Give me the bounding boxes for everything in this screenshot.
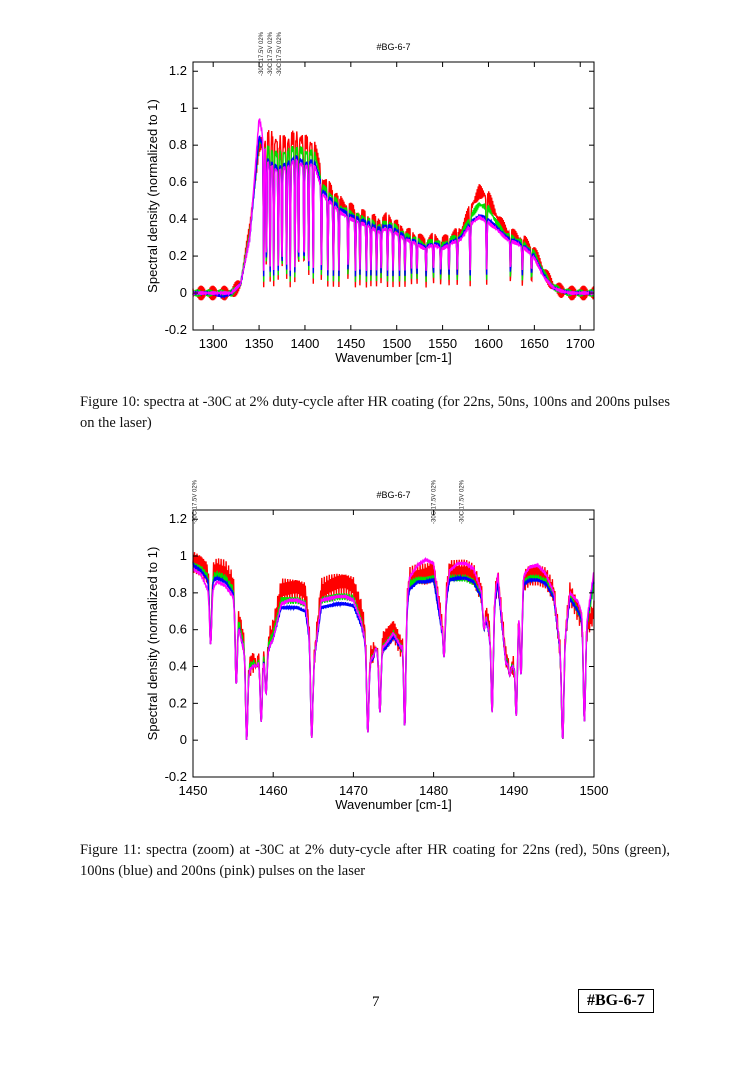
plot-frame [192, 61, 595, 331]
y-tick-label: 0.2 [169, 695, 187, 710]
y-tick-label: 1.2 [169, 63, 187, 78]
x-tick-label: 1450 [336, 336, 365, 351]
y-tick-label: 0 [180, 285, 187, 300]
page-number: 7 [372, 994, 380, 1010]
series-line-100ns [192, 135, 594, 300]
y-tick-label: 1 [180, 100, 187, 115]
x-tick-label: 1550 [428, 336, 457, 351]
y-tick-label: 1 [180, 548, 187, 563]
series-line-100ns [192, 562, 595, 740]
figure-10-chart: #BG-6-7 1300 1350 1400 1450 1500 1550 1600 1650 1… [145, 31, 595, 365]
x-tick-label: 1400 [290, 336, 319, 351]
chart-title: #BG-6-7 [376, 490, 410, 500]
x-tick-label: 1460 [259, 783, 288, 798]
x-tick-label: 1500 [580, 783, 609, 798]
x-tick-label: 1450 [179, 783, 208, 798]
y-tick-label: 0 [180, 732, 187, 747]
y-axis-label: Spectral density (normalized to 1) [145, 547, 160, 741]
x-tick-label: 1490 [499, 783, 528, 798]
x-tick-label: 1300 [199, 336, 228, 351]
y-axis-label: Spectral density (normalized to 1) [145, 99, 160, 293]
series-line-200ns [192, 556, 595, 740]
y-tick-label: 0.2 [169, 248, 187, 263]
y-tick-label: 0.6 [169, 622, 187, 637]
document-tag: #BG-6-7 [578, 989, 654, 1013]
y-tick-label: 0.6 [169, 174, 187, 189]
figure-11-caption: Figure 11: spectra (zoom) at -30C at 2% … [80, 842, 670, 879]
y-tick-label: -0.2 [165, 322, 187, 337]
annotation-label: -30C 17.5V 02% [460, 479, 466, 524]
y-tick-label: 0.4 [169, 211, 187, 226]
y-tick-label: 0.4 [169, 659, 187, 674]
annotation-label: -30C 17.5V 02% [277, 31, 283, 76]
figure-11-chart: #BG-6-7 1450 1460 1470 1480 1490 1500 -0.2 0 0.2 0… [145, 479, 609, 812]
annotation-label: -30C 17.5V 02% [259, 31, 265, 76]
series-line-50ns [192, 562, 595, 740]
plot-frame [192, 509, 595, 778]
annotation-label: -30C 17.5V 02% [268, 31, 274, 76]
x-axis-label: Wavenumber [cm-1] [335, 350, 452, 365]
y-tick-label: 0.8 [169, 137, 187, 152]
x-tick-label: 1470 [339, 783, 368, 798]
figure-10-caption: Figure 10: spectra at -30C at 2% duty-cy… [80, 394, 670, 431]
x-tick-label: 1700 [566, 336, 595, 351]
y-tick-label: 0.8 [169, 585, 187, 600]
annotation-label: -30C 17.5V 02% [432, 479, 438, 524]
x-axis-label: Wavenumber [cm-1] [335, 797, 452, 812]
x-tick-label: 1650 [520, 336, 549, 351]
x-tick-label: 1500 [382, 336, 411, 351]
annotation-label: -30C 17.5V 02% [193, 479, 199, 524]
x-tick-label: 1480 [419, 783, 448, 798]
series-line-200ns [192, 118, 595, 297]
x-tick-label: 1600 [474, 336, 503, 351]
chart-title: #BG-6-7 [376, 42, 410, 52]
y-tick-label: -0.2 [165, 769, 187, 784]
x-tick-label: 1350 [245, 336, 274, 351]
y-tick-label: 1.2 [169, 511, 187, 526]
